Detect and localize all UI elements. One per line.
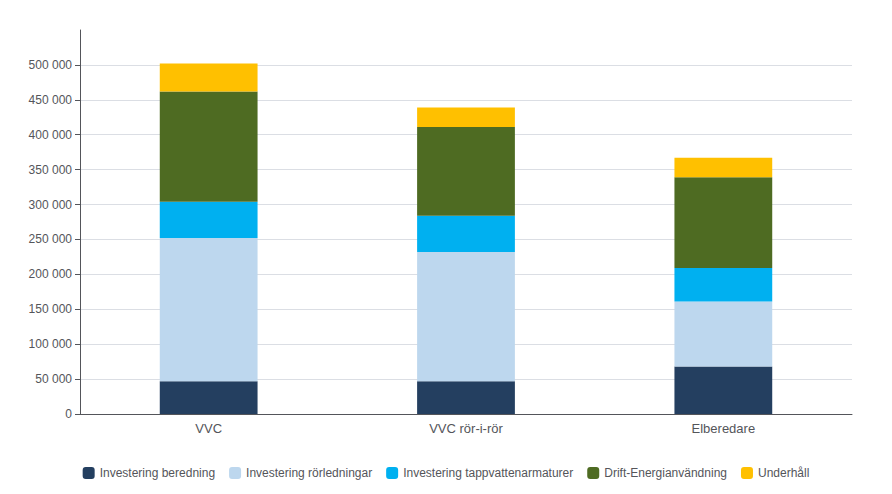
svg-text:300 000: 300 000: [29, 198, 73, 212]
svg-text:Underhåll: Underhåll: [758, 466, 809, 480]
svg-text:350 000: 350 000: [29, 163, 73, 177]
svg-text:VVC: VVC: [195, 421, 222, 436]
svg-text:500 000: 500 000: [29, 58, 73, 72]
svg-text:400 000: 400 000: [29, 128, 73, 142]
svg-text:200 000: 200 000: [29, 267, 73, 281]
svg-text:Elberedare: Elberedare: [692, 421, 756, 436]
svg-text:Drift-Energianvändning: Drift-Energianvändning: [604, 466, 727, 480]
svg-text:Investering tappvattenarmature: Investering tappvattenarmaturer: [403, 466, 573, 480]
svg-text:150 000: 150 000: [29, 302, 73, 316]
svg-text:VVC rör-i-rör: VVC rör-i-rör: [429, 421, 503, 436]
svg-text:Investering rörledningar: Investering rörledningar: [246, 466, 372, 480]
svg-text:50 000: 50 000: [35, 372, 72, 386]
svg-text:100 000: 100 000: [29, 337, 73, 351]
svg-text:0: 0: [65, 407, 72, 421]
svg-text:250 000: 250 000: [29, 232, 73, 246]
svg-text:450 000: 450 000: [29, 93, 73, 107]
svg-text:Investering beredning: Investering beredning: [100, 466, 215, 480]
